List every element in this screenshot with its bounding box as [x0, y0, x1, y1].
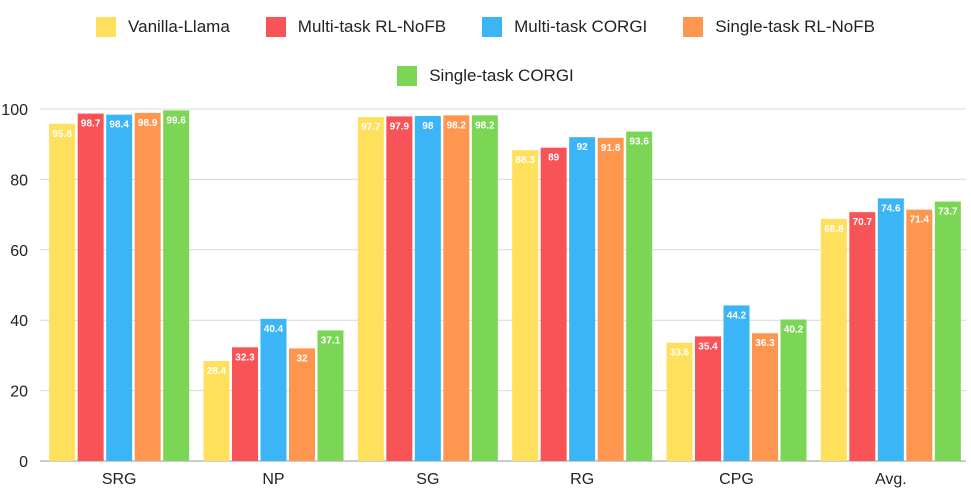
bar-np-single-task-corgi	[317, 330, 344, 461]
bar-srg-vanilla-llama	[49, 123, 76, 461]
data-label-avg-vanilla-llama: 68.8	[824, 224, 844, 235]
legend-label-multi-task-rl-nofb: Multi-task RL-NoFB	[297, 17, 447, 36]
data-label-sg-single-task-corgi: 98.2	[475, 120, 495, 131]
data-label-sg-vanilla-llama: 97.7	[361, 122, 381, 133]
data-label-avg-single-task-corgi: 73.7	[938, 207, 958, 218]
bar-cpg-multi-task-rl-nofb	[695, 336, 721, 461]
legend-swatch-single-task-corgi	[397, 66, 418, 86]
y-tick-label-20: 20	[10, 384, 28, 401]
legend-row-2: Single-task CORGI	[0, 61, 971, 91]
x-tick-label-sg: SG	[416, 471, 439, 488]
data-label-srg-multi-task-corgi: 98.4	[109, 120, 129, 131]
x-tick-label-rg: RG	[570, 471, 594, 488]
bar-rg-single-task-corgi	[626, 131, 653, 461]
data-label-sg-multi-task-corgi: 98	[422, 121, 434, 132]
x-tick-label-np: NP	[262, 471, 284, 488]
legend-item-vanilla-llama: Vanilla-Llama	[96, 17, 230, 37]
bar-avg-multi-task-rl-nofb	[849, 212, 876, 461]
bar-np-vanilla-llama	[203, 361, 230, 461]
data-label-avg-multi-task-rl-nofb: 70.7	[853, 217, 873, 228]
data-label-sg-single-task-rl-nofb: 98.2	[447, 120, 467, 131]
x-tick-label-srg: SRG	[102, 471, 137, 488]
data-label-srg-single-task-corgi: 99.6	[166, 115, 186, 126]
legend-item-single-task-rl-nofb: Single-task RL-NoFB	[683, 17, 875, 37]
bar-avg-vanilla-llama	[820, 218, 847, 461]
gridlines	[40, 108, 966, 462]
data-label-cpg-multi-task-rl-nofb: 35.4	[698, 341, 718, 352]
data-label-cpg-single-task-corgi: 40.2	[784, 324, 804, 335]
bar-avg-single-task-corgi	[934, 201, 961, 462]
bar-rg-multi-task-rl-nofb	[540, 147, 567, 461]
bar-sg-single-task-rl-nofb	[443, 115, 470, 461]
data-label-cpg-vanilla-llama: 33.6	[670, 348, 690, 359]
data-label-np-single-task-corgi: 37.1	[321, 335, 341, 346]
bar-cpg-multi-task-corgi	[723, 305, 750, 461]
data-label-np-multi-task-rl-nofb: 32.3	[235, 352, 255, 363]
bar-np-multi-task-corgi	[260, 318, 287, 461]
data-label-cpg-multi-task-corgi: 44.2	[727, 310, 747, 321]
chart-legend: Vanilla-Llama Multi-task RL-NoFB Multi-t…	[0, 0, 971, 100]
legend-row-1: Vanilla-Llama Multi-task RL-NoFB Multi-t…	[0, 12, 971, 42]
bar-avg-multi-task-corgi	[877, 198, 904, 461]
bar-sg-multi-task-corgi	[414, 116, 441, 461]
y-tick-label-80: 80	[10, 172, 28, 189]
data-label-srg-single-task-rl-nofb: 98.9	[138, 118, 158, 129]
bar-sg-vanilla-llama	[357, 117, 384, 461]
legend-label-vanilla-llama: Vanilla-Llama	[128, 17, 230, 36]
legend-label-single-task-rl-nofb: Single-task RL-NoFB	[715, 17, 875, 36]
bar-sg-single-task-corgi	[471, 115, 498, 461]
data-label-np-multi-task-corgi: 40.4	[264, 324, 284, 335]
data-label-srg-multi-task-rl-nofb: 98.7	[81, 119, 101, 130]
y-tick-label-100: 100	[1, 102, 28, 119]
x-tick-label-avg: Avg.	[875, 471, 907, 488]
y-tick-label-0: 0	[19, 454, 28, 471]
data-label-rg-vanilla-llama: 88.3	[515, 155, 535, 166]
data-label-avg-multi-task-corgi: 74.6	[881, 203, 901, 214]
legend-label-single-task-corgi: Single-task CORGI	[429, 66, 574, 85]
legend-item-single-task-corgi: Single-task CORGI	[397, 66, 574, 86]
bar-rg-multi-task-corgi	[569, 137, 596, 461]
legend-label-multi-task-corgi: Multi-task CORGI	[514, 17, 648, 36]
data-label-rg-single-task-corgi: 93.6	[629, 137, 649, 148]
legend-item-multi-task-corgi: Multi-task CORGI	[482, 17, 647, 37]
data-labels: 95.8 98.7 98.4 98.9 99.6 28.4 32.3 40.4 32 37.1 97…	[52, 115, 958, 377]
data-label-cpg-single-task-rl-nofb: 36.3	[755, 338, 775, 349]
y-tick-label-40: 40	[10, 313, 28, 330]
x-axis-ticks: SRG NP SG RG CPG Avg.	[102, 471, 907, 488]
y-tick-label-60: 60	[10, 243, 28, 260]
bar-np-single-task-rl-nofb	[289, 348, 315, 461]
legend-swatch-multi-task-rl-nofb	[265, 17, 286, 37]
bar-sg-multi-task-rl-nofb	[386, 116, 413, 461]
data-label-avg-single-task-rl-nofb: 71.4	[910, 215, 930, 226]
data-label-sg-multi-task-rl-nofb: 97.9	[390, 121, 410, 132]
data-label-rg-multi-task-corgi: 92	[577, 142, 589, 153]
bar-cpg-single-task-corgi	[780, 319, 807, 461]
bar-srg-single-task-corgi	[163, 110, 190, 462]
legend-swatch-vanilla-llama	[96, 17, 117, 37]
legend-item-multi-task-rl-nofb: Multi-task RL-NoFB	[265, 17, 447, 37]
data-label-np-vanilla-llama: 28.4	[207, 366, 227, 377]
bar-srg-multi-task-corgi	[106, 114, 133, 462]
bar-srg-single-task-rl-nofb	[134, 112, 161, 461]
bar-rg-vanilla-llama	[512, 150, 539, 461]
data-label-np-single-task-rl-nofb: 32	[296, 353, 308, 364]
bar-np-multi-task-rl-nofb	[232, 347, 258, 461]
bar-cpg-single-task-rl-nofb	[752, 333, 778, 461]
bar-cpg-vanilla-llama	[666, 342, 693, 461]
legend-swatch-multi-task-corgi	[482, 17, 503, 37]
bars	[49, 110, 961, 462]
legend-swatch-single-task-rl-nofb	[683, 17, 704, 37]
bar-rg-single-task-rl-nofb	[597, 137, 624, 461]
data-label-rg-single-task-rl-nofb: 91.8	[601, 143, 621, 154]
bar-avg-single-task-rl-nofb	[906, 209, 933, 461]
data-label-rg-multi-task-rl-nofb: 89	[548, 153, 560, 164]
bar-srg-multi-task-rl-nofb	[77, 113, 104, 462]
x-tick-label-cpg: CPG	[719, 471, 754, 488]
y-axis-ticks: 0 20 40 60 80 100	[1, 102, 28, 471]
data-label-srg-vanilla-llama: 95.8	[52, 129, 72, 140]
